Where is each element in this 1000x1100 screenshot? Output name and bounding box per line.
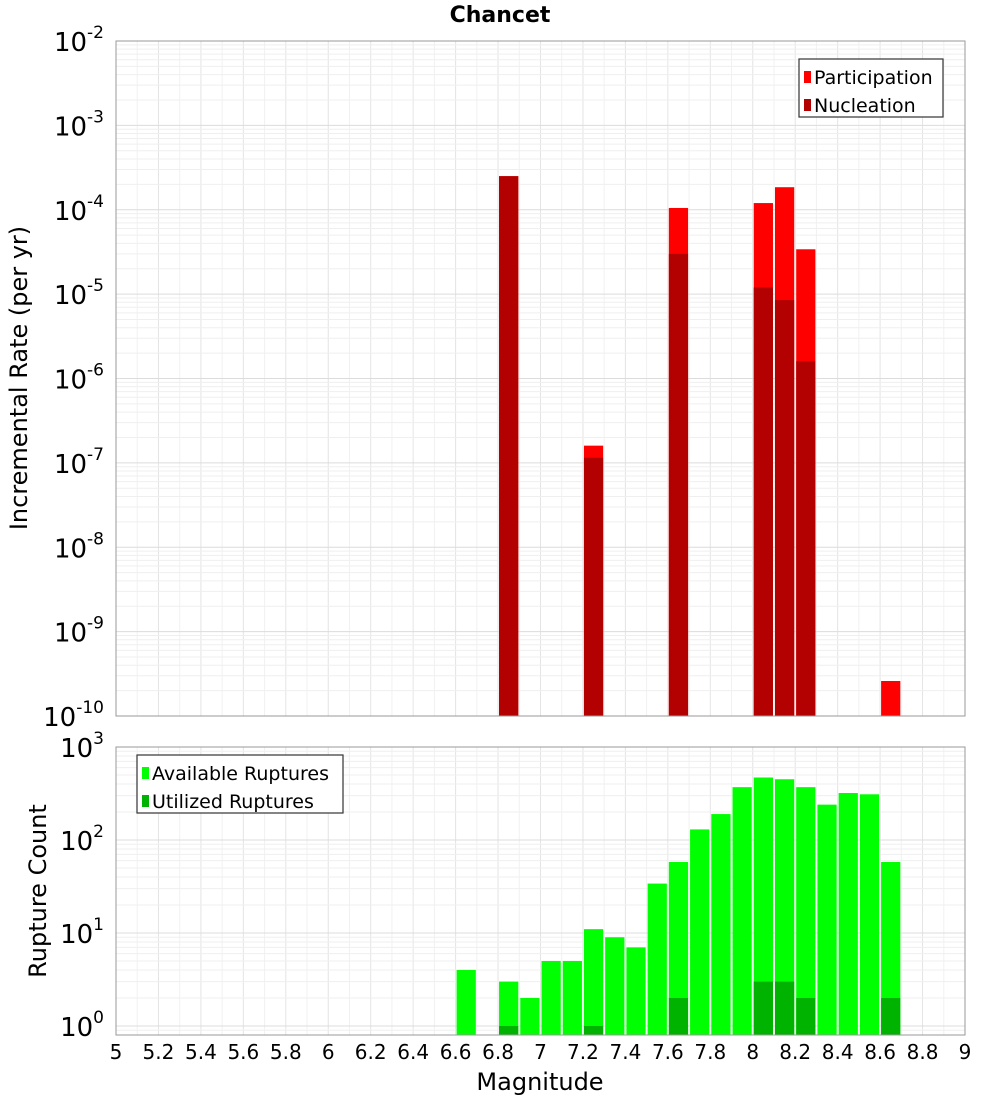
x-tick-label: 6.2	[355, 1040, 387, 1064]
top-legend-label: Nucleation	[814, 95, 916, 117]
bottom-plot: 100 101 102 103 5 5.2 5.4 5.6 5.8 6 6.2 6.4 6.6 6.8 7…	[24, 729, 971, 1096]
bottom-bar-series1	[796, 787, 816, 1035]
bottom-plot-frame	[115, 746, 966, 1036]
bottom-y-tick-label: 102	[60, 822, 104, 857]
bottom-bar-series1	[817, 804, 837, 1035]
bottom-bar-series1	[690, 829, 710, 1035]
bottom-bar-series1	[541, 960, 561, 1035]
bottom-y-tick-label: 100	[60, 1008, 104, 1043]
top-plot-frame	[115, 40, 966, 717]
bottom-legend-label: Utilized Ruptures	[152, 791, 314, 813]
top-y-tick-label: 10-10	[43, 698, 104, 733]
top-bar-series2	[796, 361, 816, 716]
top-bar-series2	[668, 253, 689, 716]
bottom-bars	[456, 777, 901, 1035]
bottom-bar-series1	[626, 947, 646, 1035]
top-y-tick-labels: 10-10 10-9 10-8 10-7 10-6 10-5 10-4 10-3 10-2	[43, 23, 104, 733]
bottom-bar-series2	[499, 1025, 519, 1035]
x-tick-label: 5.4	[185, 1040, 217, 1064]
bottom-bar-series2	[796, 997, 816, 1035]
top-legend: Participation Nucleation	[798, 58, 944, 118]
top-y-tick-label: 10-5	[54, 276, 104, 311]
bottom-bar-series1	[520, 997, 540, 1035]
bottom-bar-series1	[499, 981, 519, 1035]
bottom-bar-series1	[753, 777, 773, 1035]
x-tick-label: 8.4	[822, 1040, 854, 1064]
bottom-y-tick-labels: 100 101 102 103	[60, 729, 104, 1043]
x-tick-label: 7.8	[694, 1040, 726, 1064]
top-legend-box	[798, 58, 944, 118]
bottom-legend-swatch	[142, 767, 149, 779]
x-tick-label: 8.6	[864, 1040, 896, 1064]
top-y-tick-label: 10-4	[54, 192, 104, 227]
x-tick-label: 8.2	[779, 1040, 811, 1064]
x-tick-label: 5.2	[143, 1040, 175, 1064]
bottom-bar-series1	[562, 960, 582, 1035]
bottom-bar-series2	[753, 981, 773, 1035]
x-tick-label: 5.8	[270, 1040, 302, 1064]
bottom-y-axis-label: Rupture Count	[24, 804, 52, 978]
bottom-legend-box	[136, 754, 344, 814]
bottom-bar-series1	[668, 861, 689, 1035]
top-y-tick-label: 10-9	[54, 614, 104, 649]
top-bar-series2	[753, 287, 773, 716]
bottom-bar-series2	[668, 997, 689, 1035]
top-plot: 10-10 10-9 10-8 10-7 10-6 10-5 10-4 10-3 10-2 In…	[5, 23, 966, 733]
x-tick-label: 9	[959, 1040, 972, 1064]
x-tick-labels: 5 5.2 5.4 5.6 5.8 6 6.2 6.4 6.6 6.8 7 7.2 7.4 7.6 7.8 8…	[110, 1040, 972, 1064]
top-bars	[499, 176, 901, 716]
x-tick-label: 6.8	[482, 1040, 514, 1064]
top-legend-swatch	[804, 71, 811, 83]
bottom-bar-series1	[605, 937, 625, 1035]
top-bar-series2	[499, 176, 519, 716]
bottom-bar-series1	[711, 814, 731, 1035]
top-y-tick-label: 10-8	[54, 529, 104, 564]
bottom-bar-series1	[774, 779, 795, 1035]
top-y-tick-label: 10-2	[54, 23, 104, 58]
x-tick-label: 5.6	[227, 1040, 259, 1064]
x-tick-label: 7.6	[652, 1040, 684, 1064]
chart-title: Chancet	[450, 3, 551, 28]
x-tick-label: 6.4	[397, 1040, 429, 1064]
top-y-tick-label: 10-3	[54, 107, 104, 142]
bottom-bar-series1	[859, 794, 880, 1035]
bottom-bar-series1	[838, 793, 858, 1035]
top-legend-label: Participation	[814, 67, 933, 89]
x-tick-label: 7.4	[609, 1040, 641, 1064]
bottom-bar-series1	[583, 929, 604, 1035]
bottom-bar-series2	[881, 997, 901, 1035]
bottom-legend-label: Available Ruptures	[152, 763, 329, 785]
bottom-legend: Available Ruptures Utilized Ruptures	[136, 754, 344, 814]
top-bar-series2	[774, 300, 795, 716]
bottom-y-tick-label: 103	[60, 729, 104, 764]
top-bar-series1	[881, 680, 901, 716]
x-axis-label: Magnitude	[476, 1068, 603, 1096]
x-tick-label: 5	[110, 1040, 123, 1064]
bottom-legend-swatch	[142, 795, 149, 807]
bottom-bar-series2	[583, 1025, 604, 1035]
x-tick-label: 7	[534, 1040, 547, 1064]
bottom-y-tick-label: 101	[60, 915, 104, 950]
x-tick-label: 8	[746, 1040, 759, 1064]
bottom-bar-series2	[774, 981, 795, 1035]
x-tick-label: 7.2	[567, 1040, 599, 1064]
top-y-axis-label: Incremental Rate (per yr)	[5, 226, 33, 530]
bottom-bar-series1	[732, 787, 752, 1035]
bottom-bar-series1	[456, 969, 476, 1035]
x-tick-label: 6.6	[440, 1040, 472, 1064]
top-grid	[116, 41, 965, 717]
x-tick-label: 6	[322, 1040, 335, 1064]
bottom-bar-series1	[647, 883, 667, 1035]
top-legend-swatch	[804, 99, 811, 111]
bottom-bar-series1	[881, 861, 901, 1035]
x-tick-label: 8.8	[907, 1040, 939, 1064]
top-y-tick-label: 10-7	[54, 445, 104, 480]
top-y-tick-label: 10-6	[54, 361, 104, 396]
top-bar-series2	[583, 457, 604, 716]
